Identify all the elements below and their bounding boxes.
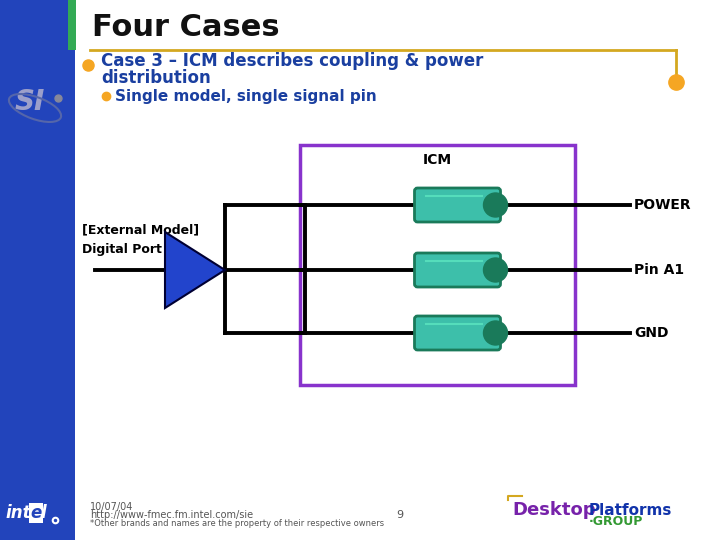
Circle shape bbox=[484, 258, 508, 282]
Text: ·GROUP: ·GROUP bbox=[589, 515, 644, 528]
FancyBboxPatch shape bbox=[415, 316, 500, 350]
Text: 10/07/04: 10/07/04 bbox=[90, 502, 133, 512]
FancyBboxPatch shape bbox=[415, 188, 500, 222]
Text: 9: 9 bbox=[397, 510, 404, 520]
Text: Desktop: Desktop bbox=[512, 501, 595, 519]
Text: *Other brands and names are the property of their respective owners: *Other brands and names are the property… bbox=[90, 519, 384, 528]
Circle shape bbox=[484, 321, 508, 345]
Text: Pin A1: Pin A1 bbox=[634, 263, 684, 277]
Polygon shape bbox=[165, 232, 225, 308]
Text: GND: GND bbox=[634, 326, 668, 340]
Text: e: e bbox=[30, 504, 41, 522]
Circle shape bbox=[484, 193, 508, 217]
Text: Single model, single signal pin: Single model, single signal pin bbox=[115, 89, 377, 104]
Bar bbox=[68, 0, 76, 50]
Text: ICM: ICM bbox=[423, 153, 452, 167]
FancyBboxPatch shape bbox=[415, 253, 500, 287]
Text: Case 3 – ICM describes coupling & power: Case 3 – ICM describes coupling & power bbox=[101, 52, 483, 70]
Text: l: l bbox=[40, 504, 46, 522]
Text: Digital Port: Digital Port bbox=[82, 244, 162, 256]
Text: SI: SI bbox=[15, 88, 45, 116]
Text: http://www-fmec.fm.intel.com/sie: http://www-fmec.fm.intel.com/sie bbox=[90, 510, 253, 520]
Text: distribution: distribution bbox=[101, 69, 211, 87]
Bar bbox=[0, 0, 75, 540]
Text: Platforms: Platforms bbox=[589, 503, 672, 518]
Text: Four Cases: Four Cases bbox=[92, 13, 279, 42]
Text: int: int bbox=[5, 504, 31, 522]
Bar bbox=[300, 145, 575, 385]
Text: POWER: POWER bbox=[634, 198, 692, 212]
Text: [External Model]: [External Model] bbox=[82, 224, 199, 237]
